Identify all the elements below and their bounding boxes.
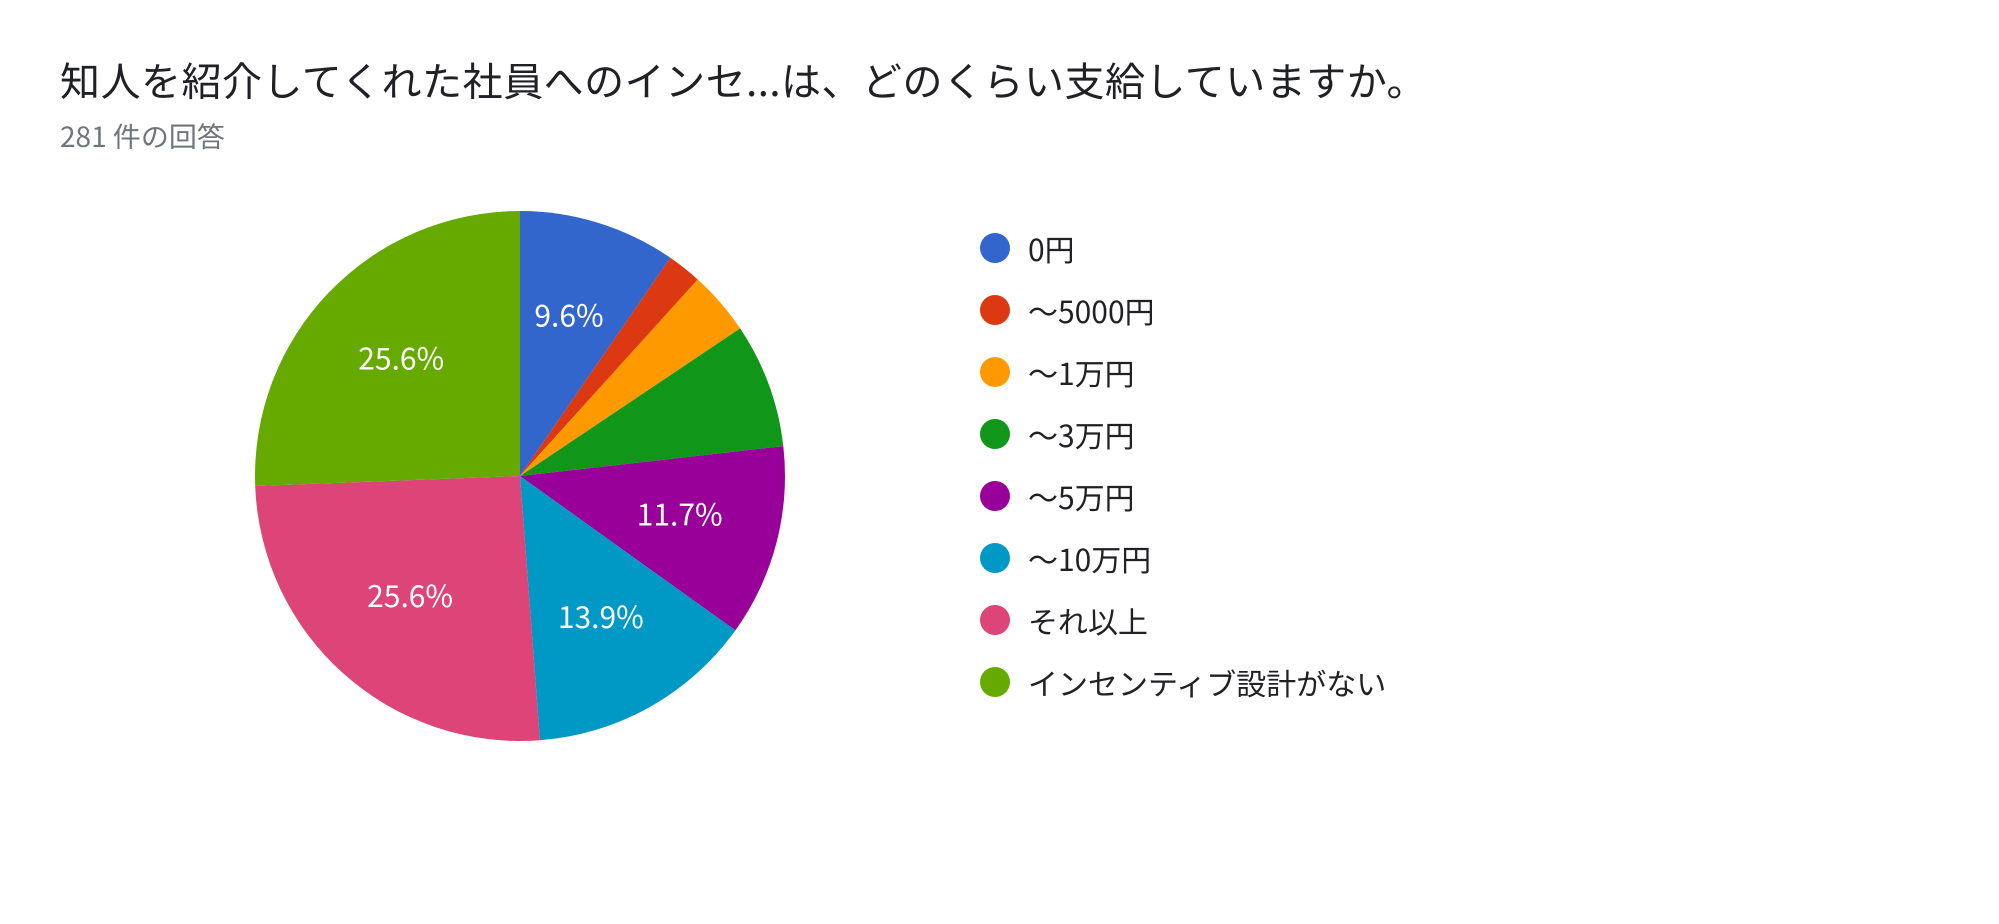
response-count: 281 件の回答 (60, 116, 1949, 156)
legend-item: 〜1万円 (980, 350, 1386, 394)
legend: 0円〜5000円〜1万円〜3万円〜5万円〜10万円それ以上インセンティブ設計がな… (980, 226, 1386, 704)
legend-color-dot (980, 419, 1010, 449)
legend-color-dot (980, 295, 1010, 325)
slice-percent-label: 25.6% (358, 335, 444, 379)
legend-item: 0円 (980, 226, 1386, 270)
legend-label: インセンティブ設計がない (1028, 660, 1386, 704)
slice-percent-label: 11.7% (637, 491, 723, 535)
legend-color-dot (980, 543, 1010, 573)
legend-item: インセンティブ設計がない (980, 660, 1386, 704)
chart-title: 知人を紹介してくれた社員へのインセ...は、どのくらい支給していますか。 (60, 50, 1949, 108)
legend-label: 〜5000円 (1028, 288, 1155, 332)
legend-item: それ以上 (980, 598, 1386, 642)
legend-label: 〜5万円 (1028, 474, 1135, 518)
legend-color-dot (980, 481, 1010, 511)
legend-label: 〜10万円 (1028, 536, 1151, 580)
legend-color-dot (980, 605, 1010, 635)
chart-container: 知人を紹介してくれた社員へのインセ...は、どのくらい支給していますか。 281… (0, 0, 1999, 924)
slice-percent-label: 9.6% (534, 292, 603, 336)
legend-label: それ以上 (1028, 598, 1148, 642)
legend-color-dot (980, 233, 1010, 263)
legend-item: 〜3万円 (980, 412, 1386, 456)
pie-chart: 9.6% 11.7% 13.9% 25.6% 25.6% (240, 196, 800, 756)
legend-label: 〜3万円 (1028, 412, 1135, 456)
slice-percent-label: 25.6% (367, 572, 453, 616)
legend-label: 〜1万円 (1028, 350, 1135, 394)
legend-label: 0円 (1028, 226, 1075, 270)
legend-color-dot (980, 667, 1010, 697)
slice-percent-label: 13.9% (558, 593, 644, 637)
legend-color-dot (980, 357, 1010, 387)
legend-item: 〜10万円 (980, 536, 1386, 580)
chart-area: 9.6% 11.7% 13.9% 25.6% 25.6% 0円〜5000円〜1万円〜3万… (60, 196, 1949, 756)
legend-item: 〜5万円 (980, 474, 1386, 518)
legend-item: 〜5000円 (980, 288, 1386, 332)
